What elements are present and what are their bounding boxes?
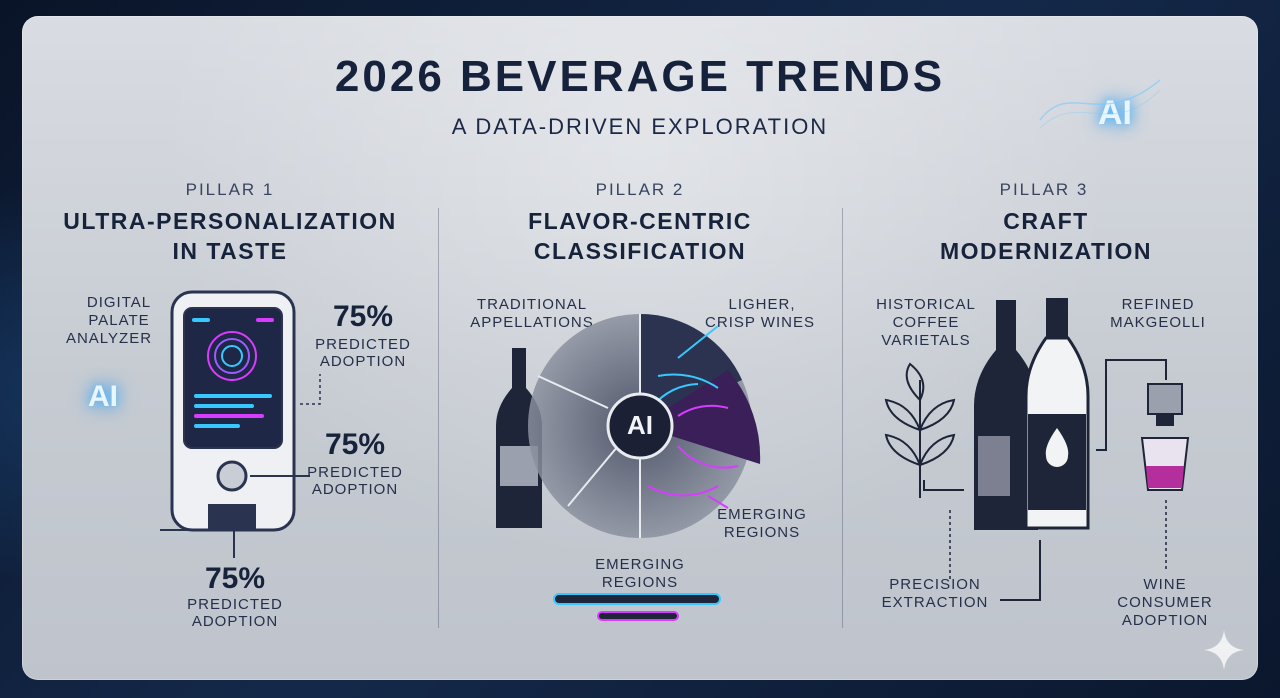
emerging-right-label-2: REGIONS: [723, 524, 801, 541]
stat-2-line1: PREDICTED: [307, 464, 403, 481]
platform-base-glow: [553, 593, 721, 621]
pillar-3-label: PILLAR 3: [999, 180, 1089, 199]
flavor-wheel-diagram: [528, 314, 761, 538]
stat-2-value: 75%: [324, 428, 386, 461]
ligher-label-1: LIGHER,: [728, 296, 796, 313]
coffee-label-3: VARIETALS: [881, 332, 971, 349]
stat-3-line2: ADOPTION: [191, 613, 279, 630]
ai-badge-left: AI: [88, 380, 118, 413]
makgeolli-label-2: MAKGEOLLI: [1110, 314, 1206, 331]
emerging-bottom-label-1: EMERGING: [595, 556, 685, 573]
pillar-1-label: PILLAR 1: [185, 180, 275, 199]
column-divider-1: [438, 208, 439, 628]
stat-3-line1: PREDICTED: [187, 596, 283, 613]
consumer-label-2: CONSUMER: [1117, 594, 1213, 611]
emerging-bottom-label-2: REGIONS: [601, 574, 679, 591]
traditional-label-2: APPELLATIONS: [470, 314, 594, 331]
pillar-3-connector-lines: [923, 359, 1167, 601]
extraction-label-1: PRECISION: [889, 576, 981, 593]
pillar-2-heading-line2: CLASSIFICATION: [533, 238, 747, 264]
page-subtitle: A DATA-DRIVEN EXPLORATION: [451, 114, 829, 139]
phone-illustration: [170, 290, 296, 532]
analyzer-label-1: DIGITAL: [86, 294, 152, 311]
analyzer-label-2: PALATE: [88, 312, 150, 329]
sparkle-icon: [1204, 630, 1244, 670]
pillar-3-heading-line1: CRAFT: [1003, 208, 1089, 234]
pillar-3-heading-line2: MODERNIZATION: [939, 238, 1152, 264]
flavor-wheel-ai-label: AI: [627, 410, 653, 440]
stat-1-line1: PREDICTED: [315, 336, 411, 353]
consumer-label-3: ADOPTION: [1121, 612, 1209, 629]
pillar-2-label: PILLAR 2: [595, 180, 685, 199]
column-divider-2: [842, 208, 843, 628]
bottles-illustration: [974, 298, 1090, 530]
pillar-1-heading-line2: IN TASTE: [172, 238, 288, 264]
stat-1-value: 75%: [332, 300, 394, 333]
traditional-label-1: TRADITIONAL: [476, 296, 588, 313]
consumer-label-1: WINE: [1143, 576, 1187, 593]
analyzer-label-3: ANALYZER: [65, 330, 153, 347]
coffee-label-2: COFFEE: [892, 314, 960, 331]
coffee-label-1: HISTORICAL: [876, 296, 976, 313]
coffee-leaf-icon: [884, 362, 956, 498]
stat-3-value: 75%: [204, 562, 266, 595]
emerging-right-label-1: EMERGING: [717, 506, 807, 523]
makgeolli-extraction-icon: [1140, 383, 1190, 491]
pillar-1-connector-lines: [160, 374, 321, 558]
ligher-label-2: CRISP WINES: [705, 314, 815, 331]
pillar-2-heading-line1: FLAVOR-CENTRIC: [528, 208, 752, 234]
makgeolli-label-1: REFINED: [1121, 296, 1195, 313]
page-title: 2026 BEVERAGE TRENDS: [334, 52, 946, 101]
pillar-1-heading-line1: ULTRA-PERSONALIZATION: [63, 208, 397, 234]
stat-1-line2: ADOPTION: [319, 353, 407, 370]
extraction-label-2: EXTRACTION: [881, 594, 989, 611]
circuit-lines-decoration: [1039, 79, 1161, 129]
stat-2-line2: ADOPTION: [311, 481, 399, 498]
